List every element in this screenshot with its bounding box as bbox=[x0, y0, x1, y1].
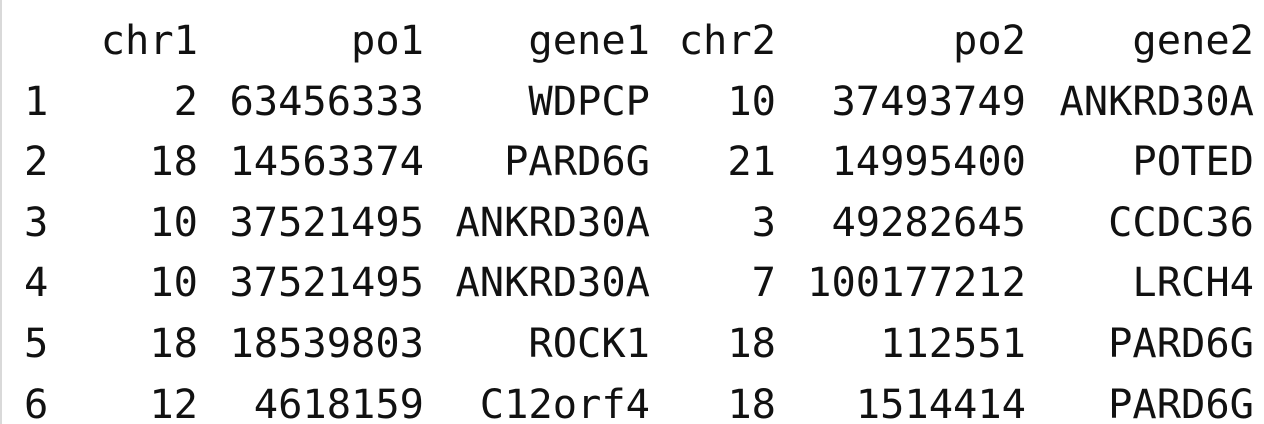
cell-po1: 18539803 bbox=[229, 318, 424, 367]
cell-po2: 1514414 bbox=[855, 379, 1026, 424]
data-frame-table: chr1 po1 gene1 chr2 po2 gene2 1 2 634563… bbox=[24, 10, 1254, 424]
cell-chr1: 2 bbox=[173, 76, 198, 125]
cell-chr1: 10 bbox=[149, 258, 198, 307]
table-header-row: chr1 po1 gene1 chr2 po2 gene2 bbox=[24, 10, 1254, 71]
row-index-header bbox=[24, 10, 72, 71]
row-index: 5 bbox=[24, 318, 49, 367]
row-index: 4 bbox=[24, 258, 49, 307]
row-index: 6 bbox=[24, 379, 49, 424]
cell-po1: 14563374 bbox=[229, 137, 424, 186]
cell-po2: 49282645 bbox=[831, 197, 1026, 246]
table-row: 6 12 4618159 C12orf4 18 1514414 PARD6G bbox=[24, 374, 1254, 424]
cell-po2: 112551 bbox=[880, 318, 1026, 367]
column-header-chr2: chr2 bbox=[678, 16, 776, 64]
table-row: 1 2 63456333 WDPCP 10 37493749 ANKRD30A bbox=[24, 71, 1254, 132]
cell-po1: 37521495 bbox=[229, 197, 424, 246]
cell-gene2: ANKRD30A bbox=[1059, 76, 1254, 125]
cell-chr1: 12 bbox=[149, 379, 198, 424]
cell-gene1: ROCK1 bbox=[528, 318, 650, 367]
row-index: 2 bbox=[24, 137, 49, 186]
cell-po1: 4618159 bbox=[253, 379, 424, 424]
cell-po1: 37521495 bbox=[229, 258, 424, 307]
column-header-po1: po1 bbox=[351, 16, 424, 64]
cell-gene1: PARD6G bbox=[504, 137, 650, 186]
cell-gene2: PARD6G bbox=[1108, 318, 1254, 367]
cell-gene1: WDPCP bbox=[528, 76, 650, 125]
row-index: 3 bbox=[24, 197, 49, 246]
cell-gene2: LRCH4 bbox=[1132, 258, 1254, 307]
cell-po2: 37493749 bbox=[831, 76, 1026, 125]
cell-chr1: 18 bbox=[149, 137, 198, 186]
cell-chr2: 21 bbox=[727, 137, 776, 186]
cell-po2: 14995400 bbox=[831, 137, 1026, 186]
column-header-gene2: gene2 bbox=[1132, 16, 1254, 64]
cell-chr1: 18 bbox=[149, 318, 198, 367]
cell-chr2: 18 bbox=[727, 379, 776, 424]
table-row: 4 10 37521495 ANKRD30A 7 100177212 LRCH4 bbox=[24, 252, 1254, 313]
table-row: 2 18 14563374 PARD6G 21 14995400 POTED bbox=[24, 131, 1254, 192]
cell-chr2: 7 bbox=[751, 258, 776, 307]
cell-chr2: 10 bbox=[727, 76, 776, 125]
table-row: 5 18 18539803 ROCK1 18 112551 PARD6G bbox=[24, 313, 1254, 374]
column-header-gene1: gene1 bbox=[528, 16, 650, 64]
table-row: 3 10 37521495 ANKRD30A 3 49282645 CCDC36 bbox=[24, 192, 1254, 253]
cell-chr2: 18 bbox=[727, 318, 776, 367]
cell-po2: 100177212 bbox=[807, 258, 1026, 307]
cell-gene2: CCDC36 bbox=[1108, 197, 1254, 246]
cell-gene1: ANKRD30A bbox=[455, 258, 650, 307]
cell-po1: 63456333 bbox=[229, 76, 424, 125]
row-index: 1 bbox=[24, 76, 49, 125]
cell-gene1: ANKRD30A bbox=[455, 197, 650, 246]
cell-gene2: POTED bbox=[1132, 137, 1254, 186]
cell-chr1: 10 bbox=[149, 197, 198, 246]
cell-gene1: C12orf4 bbox=[479, 379, 650, 424]
column-header-po2: po2 bbox=[953, 16, 1026, 64]
cell-chr2: 3 bbox=[751, 197, 776, 246]
column-header-chr1: chr1 bbox=[100, 16, 198, 64]
cell-gene2: PARD6G bbox=[1108, 379, 1254, 424]
